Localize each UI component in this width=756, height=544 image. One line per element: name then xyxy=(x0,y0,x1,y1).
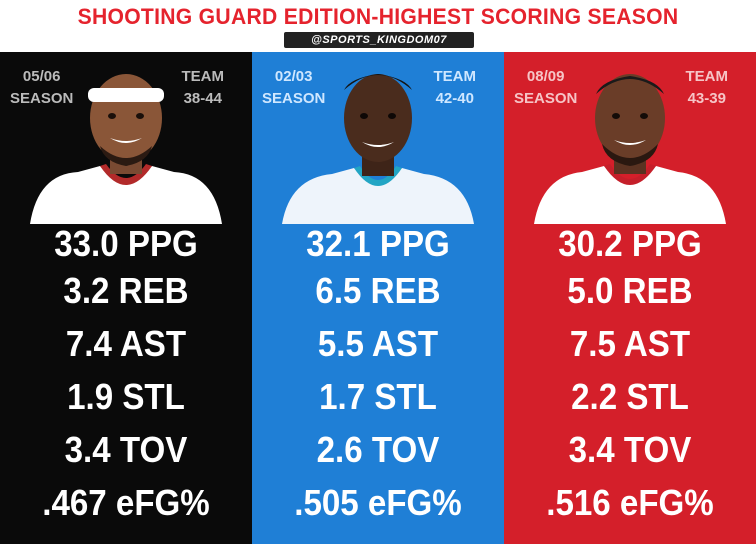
stat-ppg-2: 32.1 PPG xyxy=(306,223,450,264)
season-years-2: 02/03 xyxy=(274,68,313,85)
stat-tov-3: 3.4 TOV xyxy=(568,429,692,470)
jersey-3 xyxy=(534,166,726,224)
team-record-2: TEAM 42-40 xyxy=(434,66,477,110)
stats-list-1: 33.0 PPG 3.2 REB 7.4 AST 1.9 STL 3.4 TOV… xyxy=(0,224,252,529)
headband-1 xyxy=(88,88,164,102)
season-label-1: 05/06 SEASON xyxy=(10,66,73,110)
stat-stl-1: 1.9 STL xyxy=(67,376,185,417)
jersey-2 xyxy=(282,168,474,224)
stat-efg-1: .467 eFG% xyxy=(42,482,210,523)
season-word-2: SEASON xyxy=(262,90,326,107)
stat-ast-2: 5.5 AST xyxy=(317,323,439,364)
team-label-1: TEAM xyxy=(181,68,225,85)
season-word-3: SEASON xyxy=(514,90,578,107)
season-years-3: 08/09 xyxy=(526,68,565,85)
team-record-value-2: 42-40 xyxy=(435,90,474,107)
player-portrait-2 xyxy=(282,74,474,224)
player-portrait-1 xyxy=(30,74,222,224)
season-label-3: 08/09 SEASON xyxy=(514,66,577,110)
stats-list-2: 32.1 PPG 6.5 REB 5.5 AST 1.7 STL 2.6 TOV… xyxy=(252,224,504,529)
season-years-1: 05/06 xyxy=(22,68,61,85)
team-record-1: TEAM 38-44 xyxy=(182,66,225,110)
stat-reb-3: 5.0 REB xyxy=(567,270,693,311)
player-card-1: 05/06 SEASON TEAM 38-44 33.0 PPG 3.2 REB… xyxy=(0,52,252,544)
season-label-2: 02/03 SEASON xyxy=(262,66,325,110)
stat-ast-1: 7.4 AST xyxy=(65,323,187,364)
stat-stl-2: 1.7 STL xyxy=(319,376,437,417)
jersey-trim-1 xyxy=(100,164,152,185)
season-word-1: SEASON xyxy=(10,90,74,107)
social-handle-badge: @SPORTS_KINGDOM07 xyxy=(284,32,474,48)
player-card-2: 02/03 SEASON TEAM 42-40 32.1 PPG 6.5 REB… xyxy=(252,52,504,544)
jersey-trim-3 xyxy=(604,164,656,185)
team-label-3: TEAM xyxy=(685,68,729,85)
jersey-trim-2 xyxy=(354,166,402,186)
stat-stl-3: 2.2 STL xyxy=(571,376,689,417)
team-record-3: TEAM 43-39 xyxy=(686,66,729,110)
stats-list-3: 30.2 PPG 5.0 REB 7.5 AST 2.2 STL 3.4 TOV… xyxy=(504,224,756,529)
stat-ppg-3: 30.2 PPG xyxy=(558,223,702,264)
stat-tov-2: 2.6 TOV xyxy=(316,429,440,470)
page-title: SHOOTING GUARD EDITION-HIGHEST SCORING S… xyxy=(77,4,679,29)
stat-reb-1: 3.2 REB xyxy=(63,270,189,311)
jersey-1 xyxy=(30,166,222,224)
stat-efg-2: .505 eFG% xyxy=(294,482,462,523)
stat-tov-1: 3.4 TOV xyxy=(64,429,188,470)
player-card-3: 08/09 SEASON TEAM 43-39 30.2 PPG 5.0 REB… xyxy=(504,52,756,544)
stat-ast-3: 7.5 AST xyxy=(569,323,691,364)
team-label-2: TEAM xyxy=(433,68,477,85)
stat-ppg-1: 33.0 PPG xyxy=(54,223,198,264)
player-portrait-3 xyxy=(534,74,726,224)
team-record-value-1: 38-44 xyxy=(183,90,222,107)
team-record-value-3: 43-39 xyxy=(687,90,726,107)
stat-reb-2: 6.5 REB xyxy=(315,270,441,311)
header: SHOOTING GUARD EDITION-HIGHEST SCORING S… xyxy=(0,0,756,52)
stat-efg-3: .516 eFG% xyxy=(546,482,714,523)
